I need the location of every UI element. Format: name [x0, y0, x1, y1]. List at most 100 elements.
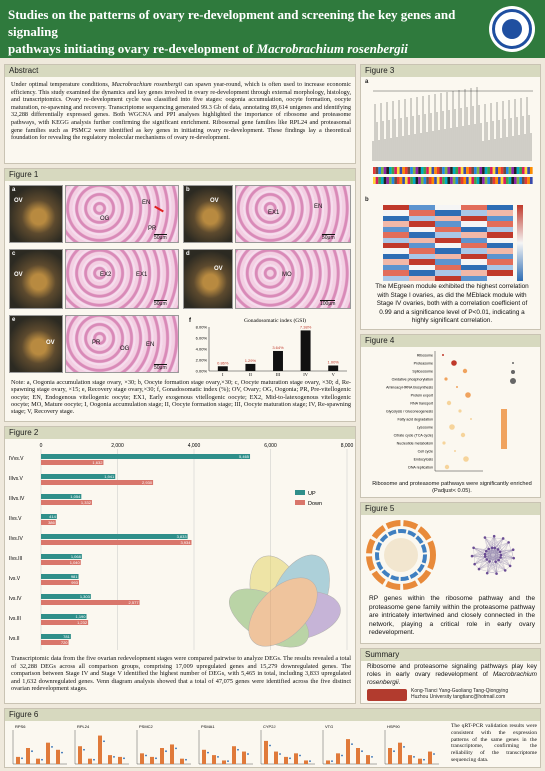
network-edge: [484, 542, 509, 555]
module-color-segment: [412, 167, 416, 174]
qpcr-point: [51, 746, 53, 748]
deg-value-up: 981: [71, 574, 78, 579]
heatmap-cell: [409, 264, 435, 271]
heatmap-cell: [383, 270, 409, 276]
heatmap-cell: [435, 237, 461, 243]
heatmap-cell: [409, 242, 435, 249]
gsi-ytick-label: 2.00%: [196, 358, 208, 363]
label-ov-d: OV: [214, 266, 223, 272]
deg-value-up: 414: [49, 514, 56, 519]
summary-panel: Summary Ribosome and proteasome signalin…: [360, 648, 541, 704]
heatmap-cell: [487, 248, 513, 254]
histology-c: EX2 EX1 50μm: [65, 249, 179, 309]
module-color-segment: [415, 167, 419, 174]
kegg-bubble: [465, 392, 471, 398]
module-color-segment: [492, 167, 496, 174]
module-color-segment: [455, 177, 459, 184]
qpcr-bar: [326, 760, 330, 764]
heatmap-cell: [461, 237, 487, 243]
heatmap-cell: [409, 215, 435, 222]
module-color-segment: [439, 167, 443, 174]
module-color-segment: [442, 167, 445, 174]
module-color-segment: [450, 167, 453, 174]
heatmap-cell: [409, 232, 435, 238]
module-color-segment: [521, 177, 525, 184]
module-color-segment: [498, 177, 501, 184]
qpcr-bar: [170, 744, 174, 764]
panel-label-d: d: [186, 251, 190, 257]
module-color-segment: [428, 167, 432, 174]
deg-bar-down: [41, 500, 92, 505]
module-color-segment: [452, 167, 456, 174]
deg-bar-down: [41, 600, 140, 605]
abstract-text-pre: Under optimal temperature conditions,: [11, 81, 112, 88]
figure6-text: The qRT-PCR validation results were cons…: [451, 723, 537, 763]
legend-swatch-down: [295, 500, 305, 505]
circos-ring-outer: [366, 520, 436, 590]
network-node: [490, 546, 494, 550]
heatmap-cell: [409, 248, 435, 254]
photo-d-ovary: d OV: [183, 249, 233, 309]
heatmap-cell: [461, 275, 487, 281]
module-color-segment: [474, 167, 477, 174]
heatmap-cell: [487, 215, 513, 222]
module-color-segment: [383, 177, 387, 184]
qpcr-bar: [398, 742, 402, 764]
module-color-segment: [458, 177, 461, 184]
qpcr-point: [247, 753, 249, 755]
module-color-segment: [508, 167, 512, 174]
network-node: [483, 536, 487, 539]
kegg-pathway-label: Cell cycle: [418, 450, 433, 454]
qpcr-bar: [88, 758, 92, 764]
deg-bar-chart: 0 2,000 4,000 6,000 8,000 IVvs.V 5,465 1,632 II…: [9, 443, 353, 650]
label-ex2-c: EX2: [100, 272, 112, 278]
label-og-a: OG: [100, 216, 110, 222]
module-color-segment: [428, 177, 432, 184]
network-node: [492, 534, 496, 538]
network-edge: [487, 570, 506, 574]
qpcr-bar: [180, 758, 184, 764]
heatmap-cell: [383, 248, 409, 254]
module-color-segment: [402, 167, 405, 174]
arrow-a: [154, 205, 164, 213]
kegg-pathway-label: DNA replication: [408, 466, 433, 470]
photo-a-ovary: a OV: [9, 185, 63, 243]
heatmap-cell: [487, 221, 513, 227]
module-color-segment: [402, 177, 405, 184]
network-node: [487, 547, 491, 551]
qpcr-gene-label: CYP2J: [263, 724, 275, 729]
deg-xtick-label: 6,000: [264, 443, 277, 449]
heatmap-cell: [409, 210, 435, 216]
module-color-segment: [513, 177, 517, 184]
network-edge: [484, 537, 504, 539]
qpcr-point: [227, 760, 229, 763]
kegg-pathway-label: Fatty acid degradation: [397, 418, 433, 422]
module-color-segment: [415, 177, 419, 184]
module-color-segment: [508, 177, 512, 184]
module-color-segment: [524, 177, 528, 184]
qpcr-bar: [366, 755, 370, 764]
kegg-pathway-label: Aminoacyl-tRNA biosynthesis: [386, 386, 433, 390]
module-color-segment: [373, 177, 376, 184]
network-node: [470, 554, 474, 558]
module-color-segment: [383, 167, 387, 174]
histology-a: OG EN PR 50μm: [65, 185, 179, 243]
histology-e: PR OG EN 50μm: [65, 315, 179, 373]
network-edge: [494, 536, 511, 566]
abstract-text-post: can spawn year-round, which is often use…: [11, 81, 351, 142]
abstract-species: Macrobrachium rosenbergii: [111, 81, 183, 88]
heatmap-cell: [409, 259, 435, 265]
network-edge: [486, 549, 514, 552]
module-color-segment: [521, 167, 525, 174]
title-line-2: pathways initiating ovary re-development…: [8, 41, 257, 56]
kegg-size-legend-bubble: [511, 370, 515, 374]
label-en-e: EN: [146, 342, 155, 348]
module-color-segment: [380, 167, 384, 174]
module-color-segment: [468, 177, 472, 184]
module-trait-heatmap: [383, 205, 513, 281]
network-edge: [484, 537, 490, 562]
network-node: [496, 548, 500, 551]
qpcr-bar: [304, 760, 308, 764]
network-edge: [484, 537, 506, 571]
deg-category-label: IIvs.V: [9, 516, 22, 522]
